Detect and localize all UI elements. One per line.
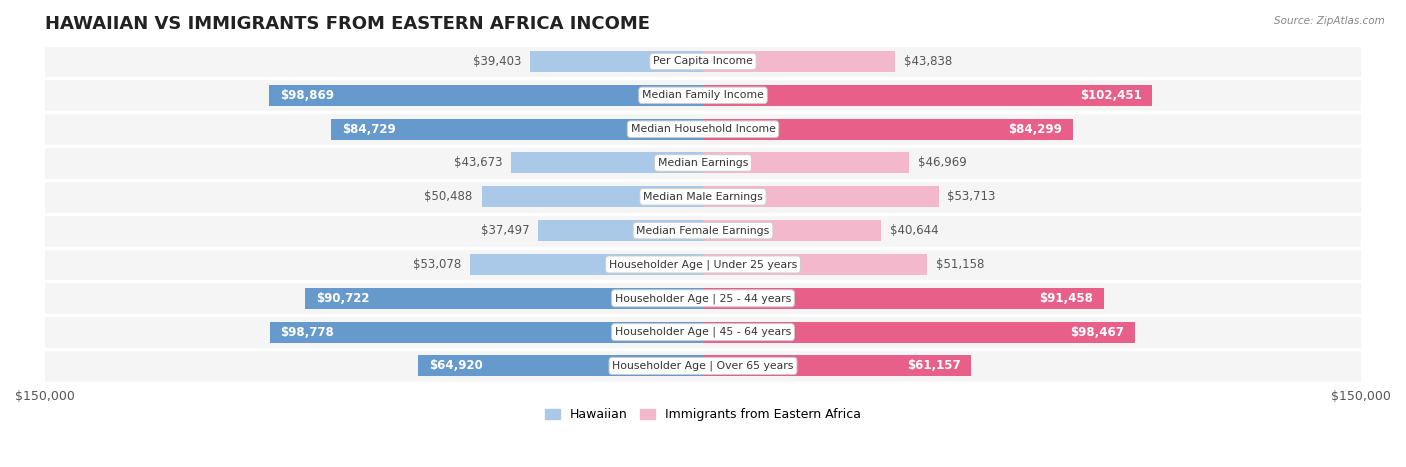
Bar: [538, 220, 703, 241]
Text: Median Household Income: Median Household Income: [630, 124, 776, 134]
FancyBboxPatch shape: [45, 315, 1361, 349]
Text: $98,778: $98,778: [281, 325, 335, 339]
Text: $84,729: $84,729: [342, 123, 396, 135]
Text: $37,497: $37,497: [481, 224, 530, 237]
Text: $61,157: $61,157: [907, 360, 960, 373]
Text: Median Family Income: Median Family Income: [643, 90, 763, 100]
Text: $102,451: $102,451: [1080, 89, 1142, 102]
FancyBboxPatch shape: [45, 282, 1361, 315]
Text: HAWAIIAN VS IMMIGRANTS FROM EASTERN AFRICA INCOME: HAWAIIAN VS IMMIGRANTS FROM EASTERN AFRI…: [45, 15, 650, 33]
Bar: [703, 220, 882, 241]
Bar: [418, 355, 703, 376]
Text: Per Capita Income: Per Capita Income: [652, 57, 754, 66]
Bar: [703, 153, 910, 173]
Bar: [305, 288, 703, 309]
FancyBboxPatch shape: [45, 349, 1361, 383]
Text: $43,838: $43,838: [904, 55, 952, 68]
Bar: [703, 254, 928, 275]
FancyBboxPatch shape: [45, 44, 1361, 78]
Text: Householder Age | Under 25 years: Householder Age | Under 25 years: [609, 259, 797, 270]
Text: Source: ZipAtlas.com: Source: ZipAtlas.com: [1274, 16, 1385, 26]
Bar: [481, 186, 703, 207]
Text: Householder Age | 45 - 64 years: Householder Age | 45 - 64 years: [614, 327, 792, 337]
FancyBboxPatch shape: [45, 146, 1361, 180]
Text: $50,488: $50,488: [425, 191, 472, 203]
Bar: [703, 186, 939, 207]
Text: $98,869: $98,869: [280, 89, 335, 102]
Text: Householder Age | 25 - 44 years: Householder Age | 25 - 44 years: [614, 293, 792, 304]
Text: $90,722: $90,722: [316, 292, 370, 305]
Bar: [270, 85, 703, 106]
Text: $46,969: $46,969: [918, 156, 966, 170]
FancyBboxPatch shape: [45, 248, 1361, 282]
Bar: [703, 355, 972, 376]
FancyBboxPatch shape: [45, 214, 1361, 248]
Text: $53,078: $53,078: [413, 258, 461, 271]
Bar: [703, 322, 1135, 343]
Text: $43,673: $43,673: [454, 156, 502, 170]
FancyBboxPatch shape: [45, 78, 1361, 112]
Bar: [530, 51, 703, 72]
Text: Median Male Earnings: Median Male Earnings: [643, 192, 763, 202]
Text: $91,458: $91,458: [1039, 292, 1094, 305]
Text: Median Female Earnings: Median Female Earnings: [637, 226, 769, 236]
Bar: [703, 119, 1073, 140]
Bar: [703, 85, 1153, 106]
FancyBboxPatch shape: [45, 180, 1361, 214]
Text: Median Earnings: Median Earnings: [658, 158, 748, 168]
Text: $53,713: $53,713: [948, 191, 995, 203]
Text: Householder Age | Over 65 years: Householder Age | Over 65 years: [612, 361, 794, 371]
Text: $84,299: $84,299: [1008, 123, 1062, 135]
Bar: [703, 288, 1104, 309]
Text: $51,158: $51,158: [936, 258, 984, 271]
FancyBboxPatch shape: [45, 112, 1361, 146]
Bar: [470, 254, 703, 275]
Bar: [332, 119, 703, 140]
Legend: Hawaiian, Immigrants from Eastern Africa: Hawaiian, Immigrants from Eastern Africa: [540, 403, 866, 426]
Bar: [512, 153, 703, 173]
Bar: [703, 51, 896, 72]
Text: $64,920: $64,920: [429, 360, 482, 373]
Text: $39,403: $39,403: [472, 55, 522, 68]
Text: $40,644: $40,644: [890, 224, 939, 237]
Bar: [270, 322, 703, 343]
Text: $98,467: $98,467: [1070, 325, 1123, 339]
